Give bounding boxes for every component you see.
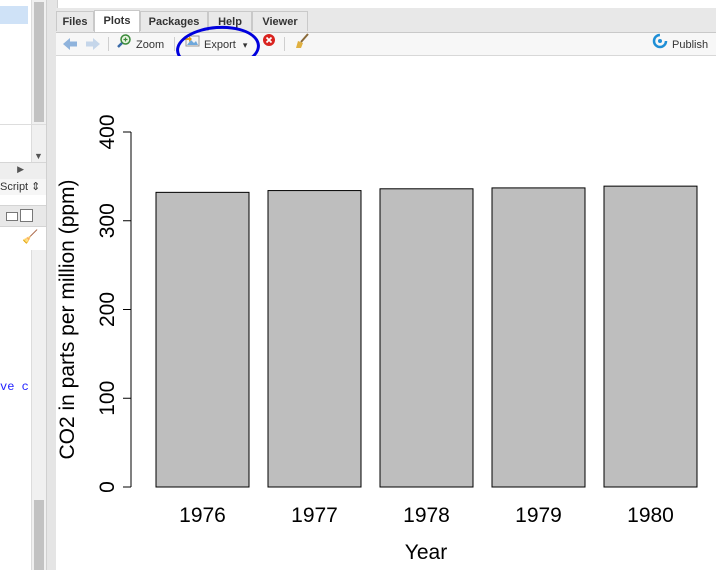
scroll-thumb[interactable] xyxy=(34,2,44,122)
broom-icon xyxy=(294,33,310,57)
clear-console-icon[interactable]: 🧹 xyxy=(22,229,39,244)
toolbar-separator xyxy=(108,37,109,51)
zoom-button[interactable]: Zoom xyxy=(116,33,164,55)
divider-line xyxy=(0,124,46,125)
zoom-label: Zoom xyxy=(136,38,165,51)
left-panel: ▼ ▶ Script ⇕ 🧹 ve c xyxy=(0,0,46,570)
remove-plot-icon xyxy=(262,33,276,55)
x-tick-label: 1977 xyxy=(291,504,338,527)
chevron-down-icon: ▾ xyxy=(242,39,248,50)
console-text: ve c xyxy=(0,380,29,394)
y-axis-label: CO2 in parts per million (ppm) xyxy=(56,179,79,459)
toolbar-separator xyxy=(284,37,285,51)
clear-plots-button[interactable] xyxy=(294,33,310,55)
left-pane-footer: ▶ xyxy=(0,162,46,179)
remove-plot-button[interactable] xyxy=(262,33,276,55)
scroll-right-icon[interactable]: ▶ xyxy=(17,164,24,174)
publish-icon xyxy=(652,33,668,57)
x-tick-label: 1980 xyxy=(627,504,674,527)
script-selector[interactable]: Script ⇕ xyxy=(0,179,46,195)
x-axis-label: Year xyxy=(405,541,447,564)
scroll-thumb[interactable] xyxy=(34,500,44,570)
y-tick-label: 100 xyxy=(96,381,119,416)
x-tick-label: 1978 xyxy=(403,504,450,527)
toolbar-separator xyxy=(174,37,175,51)
publish-button[interactable]: Publish xyxy=(652,33,708,55)
tab-viewer[interactable]: Viewer xyxy=(252,11,308,31)
arrow-left-icon[interactable] xyxy=(61,33,79,55)
minimize-icon[interactable] xyxy=(6,212,18,221)
console-scrollbar[interactable] xyxy=(31,250,46,570)
x-tick-label: 1976 xyxy=(179,504,226,527)
y-tick-label: 200 xyxy=(96,292,119,327)
bar-1979 xyxy=(491,187,586,488)
publish-label: Publish xyxy=(672,38,709,51)
y-tick-label: 0 xyxy=(96,481,119,493)
x-tick-label: 1979 xyxy=(515,504,562,527)
scroll-down-icon[interactable]: ▼ xyxy=(34,151,43,161)
tab-packages[interactable]: Packages xyxy=(140,11,208,31)
y-tick-label: 400 xyxy=(96,114,119,149)
export-icon xyxy=(183,33,201,57)
pane-tab-bar: Files Plots Packages Help Viewer xyxy=(56,8,716,33)
bar-1976 xyxy=(155,191,250,488)
arrow-right-icon[interactable] xyxy=(84,33,102,55)
y-tick-label: 300 xyxy=(96,203,119,238)
left-pane-header xyxy=(0,205,46,227)
selected-row[interactable] xyxy=(0,6,28,24)
left-scrollbar[interactable]: ▼ xyxy=(31,0,46,165)
maximize-icon[interactable] xyxy=(20,209,33,222)
export-button[interactable]: Export ▾ xyxy=(183,33,247,55)
tab-plots[interactable]: Plots xyxy=(94,10,140,32)
bar-1977 xyxy=(267,190,362,488)
bar-1978 xyxy=(379,188,474,488)
plot-viewer: 0 100 200 300 400 1976 1977 1978 1979 1980 Year CO2… xyxy=(56,56,716,570)
tab-help[interactable]: Help xyxy=(208,11,252,31)
zoom-icon xyxy=(116,33,132,57)
tab-files[interactable]: Files xyxy=(56,11,94,31)
bar-chart: 0 100 200 300 400 1976 1977 1978 1979 1980 Year CO2… xyxy=(56,114,698,564)
bar-1980 xyxy=(603,185,698,488)
export-label: Export xyxy=(204,38,236,51)
plots-toolbar: Zoom Export ▾ Publish xyxy=(56,33,716,56)
